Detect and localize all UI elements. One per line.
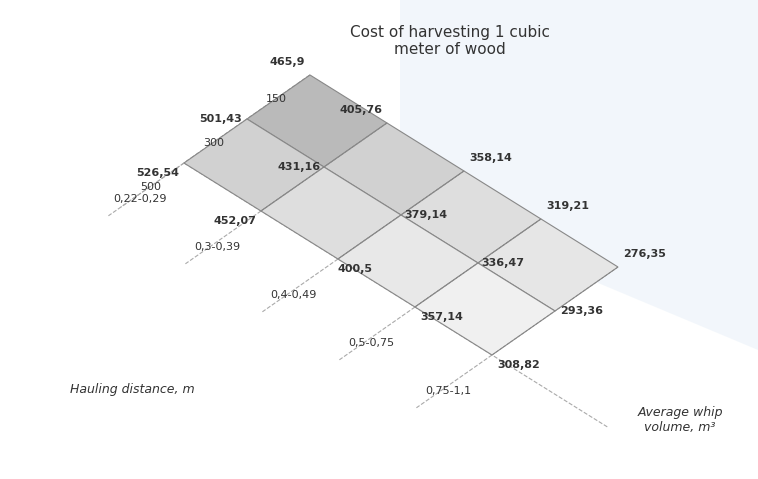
Text: 400,5: 400,5 <box>338 264 373 274</box>
Text: 357,14: 357,14 <box>420 312 463 322</box>
Text: 0,3-0,39: 0,3-0,39 <box>194 242 240 252</box>
Text: 336,47: 336,47 <box>481 258 524 268</box>
Text: 293,36: 293,36 <box>560 306 603 316</box>
Text: 526,54: 526,54 <box>136 168 179 178</box>
Text: Hauling distance, m: Hauling distance, m <box>70 384 195 397</box>
Text: 0,5-0,75: 0,5-0,75 <box>348 338 394 348</box>
Polygon shape <box>184 119 324 211</box>
Polygon shape <box>478 219 618 311</box>
Text: 379,14: 379,14 <box>404 210 447 220</box>
Text: 358,14: 358,14 <box>469 153 512 163</box>
Text: 501,43: 501,43 <box>199 114 242 124</box>
Text: 465,9: 465,9 <box>270 57 305 67</box>
Text: 276,35: 276,35 <box>623 249 666 259</box>
Polygon shape <box>324 123 464 215</box>
Text: 300: 300 <box>203 138 224 148</box>
Polygon shape <box>415 263 555 355</box>
Text: 452,07: 452,07 <box>213 216 256 226</box>
Text: Cost of harvesting 1 cubic
meter of wood: Cost of harvesting 1 cubic meter of wood <box>350 25 550 57</box>
Text: 0,22-0,29: 0,22-0,29 <box>113 194 167 204</box>
Text: 308,82: 308,82 <box>497 360 540 370</box>
Text: 431,16: 431,16 <box>278 162 321 172</box>
Text: 405,76: 405,76 <box>339 105 382 115</box>
Text: 0,75-1,1: 0,75-1,1 <box>424 386 471 396</box>
Text: 500: 500 <box>140 182 161 192</box>
Text: 0,4-0,49: 0,4-0,49 <box>271 290 317 300</box>
Polygon shape <box>400 0 758 350</box>
Polygon shape <box>401 171 541 263</box>
Polygon shape <box>338 215 478 307</box>
Polygon shape <box>247 75 387 167</box>
Text: 150: 150 <box>266 94 287 104</box>
Text: Average whip
volume, m³: Average whip volume, m³ <box>637 406 722 434</box>
Polygon shape <box>261 167 401 259</box>
Text: 319,21: 319,21 <box>546 201 589 211</box>
